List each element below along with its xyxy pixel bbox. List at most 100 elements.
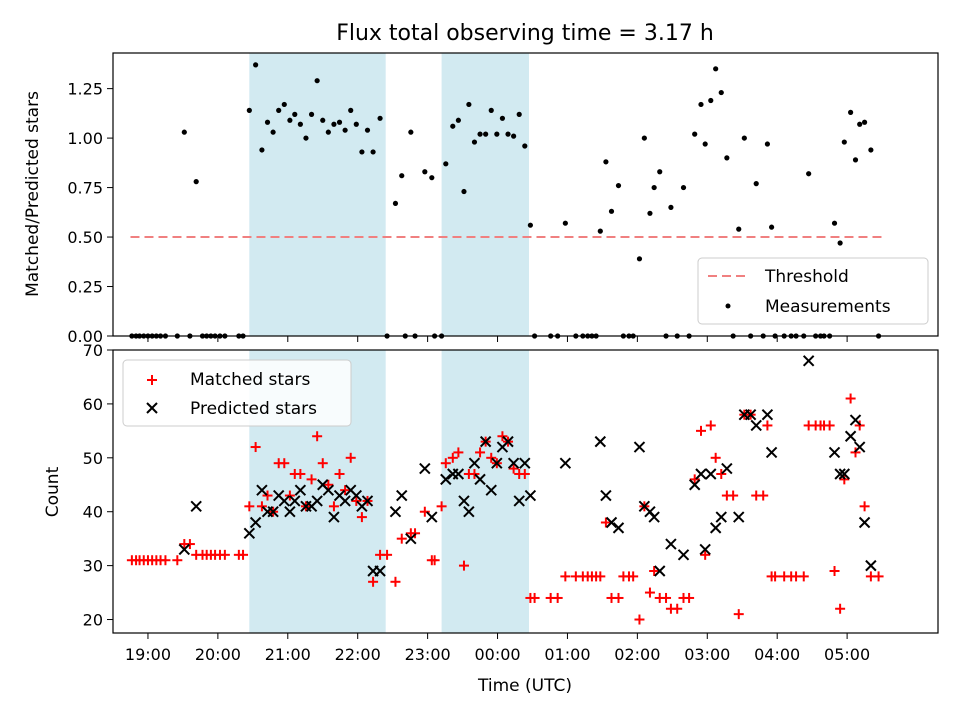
matched-star-point	[390, 576, 401, 587]
matched-star-point	[672, 603, 683, 614]
matched-star-point	[279, 458, 290, 469]
matched-star-point	[529, 592, 540, 603]
measurement-point	[483, 131, 489, 137]
predicted-star-point	[479, 435, 492, 448]
measurement-point	[336, 119, 343, 125]
top-legend: Threshold Measurements	[697, 257, 929, 325]
legend-threshold-label: Threshold	[764, 267, 849, 287]
y-tick-label: 70	[83, 341, 103, 360]
measurement-point	[868, 147, 874, 153]
matched-star-point	[859, 501, 870, 512]
predicted-star-point	[243, 527, 256, 539]
observing-band	[441, 350, 529, 633]
predicted-star-point	[750, 419, 762, 432]
predicted-star-point	[654, 565, 666, 577]
predicted-star-point	[249, 516, 262, 529]
matched-star-point	[560, 571, 571, 582]
measurement-point	[342, 127, 348, 133]
predicted-star-point	[733, 511, 745, 523]
measurement-point	[348, 107, 354, 113]
matched-star-point	[284, 490, 295, 501]
measurement-point	[297, 121, 303, 127]
matched-star-point	[700, 549, 711, 560]
measurement-point	[392, 200, 399, 207]
matched-star-point	[453, 447, 464, 458]
measurement-point	[603, 159, 609, 165]
y-tick-label: 1.00	[67, 129, 103, 148]
matched-star-point	[600, 517, 611, 528]
measurement-point	[353, 121, 359, 127]
legend-measurements-label: Measurements	[765, 297, 891, 317]
measurement-point	[408, 129, 414, 135]
predicted-star-point	[289, 495, 301, 507]
predicted-star-point	[440, 473, 452, 486]
matched-star-point	[356, 512, 367, 523]
matched-star-point	[634, 614, 645, 625]
predicted-star-point	[600, 489, 612, 502]
measurement-point	[636, 256, 643, 262]
matched-star-point	[705, 420, 716, 431]
measurement-point	[753, 181, 759, 187]
y-tick-label: 0.75	[67, 179, 103, 198]
measurement-point	[861, 119, 868, 125]
measurement-point	[511, 133, 517, 139]
measurement-point	[364, 127, 371, 133]
matched-star-point	[762, 420, 773, 431]
predicted-star-point	[339, 495, 351, 507]
matched-star-point	[835, 603, 846, 614]
matched-star-point	[238, 549, 249, 560]
matched-star-point	[497, 431, 508, 442]
measurement-point	[377, 115, 383, 121]
measurement-point	[641, 135, 647, 141]
measurement-point	[325, 129, 331, 135]
measurement-point	[736, 226, 742, 232]
matched-star-point	[306, 474, 317, 485]
matched-star-point	[244, 501, 255, 512]
legend-matched-label: Matched stars	[190, 370, 310, 390]
chart-title: Flux total observing time = 3.17 h	[336, 21, 714, 46]
top-panel: 0.00 0.25 0.50 0.75 1.00 1.25 Matched/Predict…	[23, 52, 939, 346]
predicted-star-point	[190, 500, 202, 513]
measurement-point	[668, 204, 674, 210]
matched-star-point	[695, 425, 706, 436]
measurement-point	[852, 157, 859, 163]
predicted-star-point	[513, 495, 525, 507]
matched-star-point	[798, 571, 809, 582]
x-tick-label: 19:00	[125, 645, 171, 664]
measurement-point	[477, 131, 483, 137]
measurement-point	[698, 101, 704, 108]
predicted-star-point	[721, 462, 733, 475]
measurement-point	[647, 210, 653, 216]
measurement-point	[494, 131, 500, 137]
predicted-star-point	[389, 506, 402, 518]
measurement-point	[303, 135, 309, 141]
measurement-point	[769, 224, 775, 230]
measurement-point	[471, 139, 478, 145]
measurement-point	[562, 220, 568, 226]
predicted-star-point	[328, 511, 340, 523]
measurement-point	[181, 129, 187, 135]
predicted-star-point	[849, 414, 862, 426]
matched-star-point	[436, 501, 447, 512]
predicted-star-point	[256, 484, 268, 496]
matched-star-point	[328, 501, 339, 512]
matched-star-point	[684, 592, 695, 603]
observing-band	[441, 53, 529, 336]
matched-star-point	[475, 447, 486, 458]
predicted-star-point	[458, 495, 470, 507]
predicted-star-point	[267, 506, 279, 518]
predicted-star-point	[350, 489, 363, 502]
measurement-point	[837, 240, 843, 246]
legend-predicted-swatch	[146, 402, 158, 414]
measurement-point	[308, 111, 315, 117]
x-tick-label: 01:00	[544, 645, 590, 664]
matched-star-point	[334, 468, 345, 479]
measurement-point	[455, 117, 461, 123]
measurement-point	[193, 179, 199, 185]
matched-star-point	[396, 533, 407, 544]
matched-star-point	[312, 431, 323, 442]
x-tick-label: 00:00	[474, 645, 520, 664]
measurement-point	[615, 182, 622, 189]
predicted-star-point	[605, 516, 618, 529]
matched-star-point	[613, 592, 624, 603]
